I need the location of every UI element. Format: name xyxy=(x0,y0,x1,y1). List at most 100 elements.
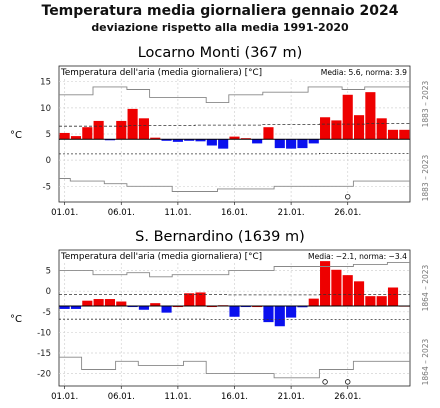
stats-text: Media: −2.1, norma: −3.4 xyxy=(308,252,407,261)
temperature-bar-day-26 xyxy=(342,275,353,307)
temperature-bar-day-16 xyxy=(229,306,240,317)
y-axis-label: °C xyxy=(10,314,22,325)
temperature-bar-day-11 xyxy=(172,139,183,142)
chart-san-bernardino: S. Bernardino (1639 m) Temperatura dell'a… xyxy=(10,229,430,402)
temperature-bar-day-12 xyxy=(184,139,195,141)
temperature-bar-day-30 xyxy=(387,287,399,307)
record-max-line xyxy=(59,86,410,104)
temperature-bar-day-20 xyxy=(274,139,285,149)
temperature-bar-day-30 xyxy=(387,129,399,140)
temperature-bar-day-26 xyxy=(342,94,353,140)
y-tick-label: -20 xyxy=(37,370,51,380)
y-axis-label: °C xyxy=(10,130,22,141)
stats-text: Media: 5.6, norma: 3.9 xyxy=(321,68,407,77)
temperature-bar-day-18 xyxy=(252,306,263,308)
temperature-bar-day-3 xyxy=(82,300,93,307)
record-marker xyxy=(345,194,351,200)
y-tick-label: 15 xyxy=(40,78,51,88)
temperature-bar-day-29 xyxy=(376,296,387,307)
temperature-bar-day-5 xyxy=(104,299,116,307)
temperature-bar-day-10 xyxy=(161,306,172,313)
temperature-bar-day-25 xyxy=(331,120,342,140)
temperature-bar-day-28 xyxy=(365,92,376,140)
temperature-bar-day-7 xyxy=(127,306,138,308)
record-min-line xyxy=(59,178,410,192)
temperature-bar-day-23 xyxy=(308,139,319,144)
y-tick-label: -5 xyxy=(43,182,51,192)
temperature-bar-day-18 xyxy=(252,139,263,144)
temperature-bar-day-19 xyxy=(263,127,274,140)
temperature-bar-day-20 xyxy=(274,306,285,327)
x-tick-label: 26.01. xyxy=(334,392,361,402)
stddev-lower-line xyxy=(59,153,410,155)
temperature-bar-day-14 xyxy=(206,306,217,308)
main-title: Temperatura media giornaliera gennaio 20… xyxy=(41,3,399,19)
temperature-bar-day-21 xyxy=(286,139,297,149)
temperature-bar-day-10 xyxy=(161,139,172,141)
panel-label: Temperatura dell'aria (media giornaliera… xyxy=(60,252,262,262)
record-marker xyxy=(322,379,328,385)
x-tick-label: 01.01. xyxy=(51,392,78,402)
y-tick-label: 10 xyxy=(40,104,51,114)
temperature-bar-day-17 xyxy=(240,138,251,140)
y-tick-label: -15 xyxy=(37,349,51,359)
temperature-bar-day-8 xyxy=(138,118,149,140)
temperature-bar-day-25 xyxy=(331,269,342,307)
temperature-bar-day-9 xyxy=(150,137,161,140)
period-label-upper: 1883 – 2023 xyxy=(421,80,430,127)
period-label-lower: 1883 – 2023 xyxy=(421,154,430,201)
x-tick-label: 01.01. xyxy=(51,208,78,218)
temperature-bar-day-28 xyxy=(365,296,376,307)
temperature-bar-day-5 xyxy=(104,139,116,141)
x-tick-label: 16.01. xyxy=(221,208,248,218)
y-tick-label: -10 xyxy=(37,328,51,338)
temperature-bar-day-24 xyxy=(320,261,331,307)
temperature-bar-day-3 xyxy=(82,127,93,140)
period-label-lower: 1864 – 2023 xyxy=(421,338,430,385)
temperature-bar-day-14 xyxy=(206,139,217,146)
y-tick-label: 5 xyxy=(46,267,51,277)
temperature-bar-day-12 xyxy=(184,293,195,307)
temperature-bar-day-24 xyxy=(320,117,331,140)
x-tick-label: 11.01. xyxy=(164,392,191,402)
station-title: S. Bernardino (1639 m) xyxy=(135,229,305,245)
temperature-bar-day-4 xyxy=(93,299,104,307)
temperature-bar-day-19 xyxy=(263,306,274,323)
temperature-bar-day-4 xyxy=(93,120,104,140)
temperature-bar-day-8 xyxy=(138,306,149,310)
temperature-bar-day-1 xyxy=(59,306,70,309)
temperature-bar-day-2 xyxy=(70,306,82,309)
temperature-bar-day-17 xyxy=(240,306,251,308)
temperature-bar-day-1 xyxy=(59,132,70,140)
temperature-bar-day-29 xyxy=(376,118,387,140)
temperature-bar-day-22 xyxy=(297,306,308,308)
temperature-bar-day-15 xyxy=(218,139,229,149)
temperature-bar-day-13 xyxy=(195,292,206,307)
temperature-bar-day-2 xyxy=(70,136,82,140)
temperature-bar-day-9 xyxy=(150,303,161,307)
panel-label: Temperatura dell'aria (media giornaliera… xyxy=(60,68,262,78)
period-label-upper: 1864 – 2023 xyxy=(421,264,430,311)
y-tick-label: 0 xyxy=(46,156,51,166)
temperature-bar-day-27 xyxy=(353,281,365,307)
temperature-bar-day-27 xyxy=(353,115,365,140)
x-tick-label: 26.01. xyxy=(334,208,361,218)
temperature-bar-day-6 xyxy=(116,301,127,307)
x-tick-label: 06.01. xyxy=(108,392,135,402)
x-tick-label: 06.01. xyxy=(108,208,135,218)
record-marker xyxy=(345,379,351,385)
temperature-bar-day-23 xyxy=(308,298,319,307)
temperature-bar-day-7 xyxy=(127,108,138,140)
temperature-bar-day-31 xyxy=(399,129,410,140)
record-max-line xyxy=(59,261,410,278)
temperature-bar-day-22 xyxy=(297,139,308,149)
x-tick-label: 21.01. xyxy=(278,208,305,218)
y-tick-label: -5 xyxy=(43,308,51,318)
temperature-bar-day-11 xyxy=(172,306,183,308)
x-tick-label: 21.01. xyxy=(278,392,305,402)
temperature-bar-day-13 xyxy=(195,139,206,142)
x-tick-label: 11.01. xyxy=(164,208,191,218)
y-tick-label: 0 xyxy=(46,287,51,297)
stddev-upper-line xyxy=(59,123,410,127)
record-min-line xyxy=(59,356,410,379)
